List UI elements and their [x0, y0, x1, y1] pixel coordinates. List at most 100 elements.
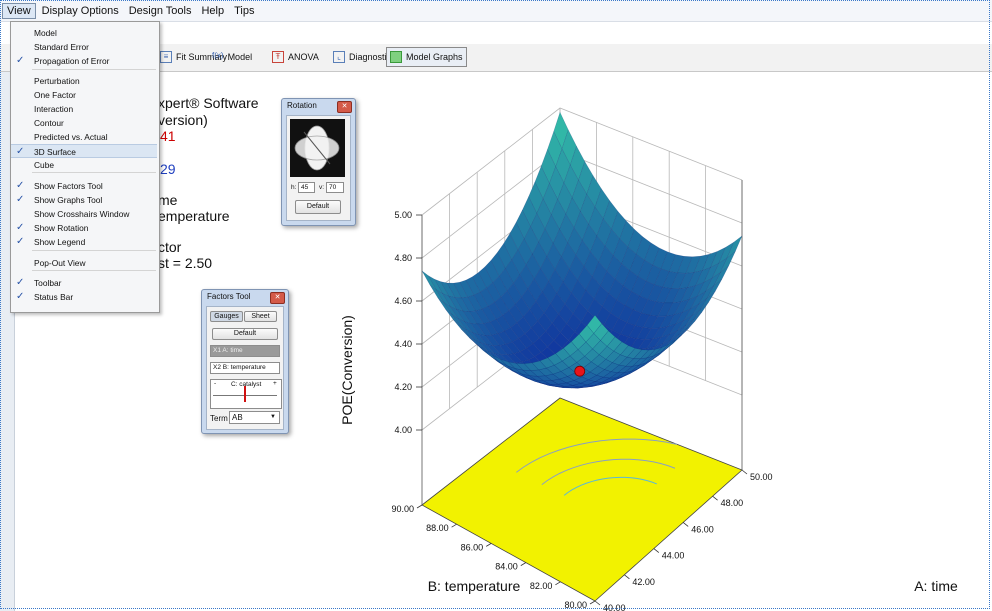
factors-tool-close-icon[interactable]: ✕	[270, 292, 285, 304]
z-tick-label: 4.40	[394, 339, 412, 349]
checkmark-icon: ✓	[16, 194, 25, 205]
y-tick-mark	[589, 600, 596, 605]
contour-line	[541, 458, 676, 486]
factor-x2-row[interactable]: X2 B: temperature	[210, 362, 280, 374]
menu-design-tools[interactable]: Design Tools	[128, 4, 192, 17]
menu-display-options[interactable]: Display Options	[41, 4, 119, 17]
menu-item-label: One Factor	[34, 90, 76, 100]
y-tick-mark	[485, 543, 492, 547]
anova-button[interactable]: Ŧ ANOVA	[268, 47, 323, 67]
slider-handle[interactable]	[244, 386, 246, 402]
rotation-title: Rotation	[287, 101, 317, 110]
x-tick-label: 40.00	[603, 603, 626, 611]
model-button[interactable]: f(x) Model	[208, 47, 256, 67]
menu-item-status-bar[interactable]: ✓ Status Bar	[11, 290, 157, 304]
menu-item-label: Show Graphs Tool	[34, 195, 103, 205]
checkmark-icon: ✓	[16, 236, 25, 247]
x-tick-mark	[594, 600, 601, 606]
menu-item-predicted-vs-actual[interactable]: Predicted vs. Actual	[11, 130, 157, 144]
menu-help[interactable]: Help	[201, 4, 225, 17]
menu-item-label: Standard Error	[34, 42, 89, 52]
catalyst-slider[interactable]: - C: catalyst +	[210, 379, 282, 409]
menu-item-show-crosshairs-window[interactable]: Show Crosshairs Window	[11, 207, 157, 221]
legend-x2: emperature	[158, 208, 230, 224]
checkmark-icon: ✓	[16, 291, 25, 302]
menu-item-pop-out-view[interactable]: Pop-Out View	[11, 256, 157, 270]
menu-item-standard-error[interactable]: Standard Error	[11, 40, 157, 54]
rotation-v-label: v:	[319, 184, 325, 191]
rotation-close-icon[interactable]: ✕	[337, 101, 352, 113]
menu-item-show-factors-tool[interactable]: ✓ Show Factors Tool	[11, 179, 157, 193]
menu-item-one-factor[interactable]: One Factor	[11, 88, 157, 102]
view-toolbar: ≡ Fit Summary f(x) Model Ŧ ANOVA ⌞ Diagnosti…	[0, 44, 992, 72]
menu-item-label: Predicted vs. Actual	[34, 132, 108, 142]
menu-item-label: Show Rotation	[34, 223, 89, 233]
rotation-default-button[interactable]: Default	[295, 200, 341, 214]
factors-tool-window: Factors Tool ✕ Gauges Sheet Default X1 A…	[201, 289, 289, 434]
legend-software: xpert® Software	[158, 95, 259, 111]
menu-item-label: Show Crosshairs Window	[34, 209, 130, 219]
z-tick-label: 5.00	[394, 210, 412, 220]
y-axis-title: B: temperature	[428, 578, 521, 594]
menu-item-propagation-of-error[interactable]: ✓ Propagation of Error	[11, 54, 157, 68]
term-select-value: AB	[232, 413, 243, 422]
rotation-h-input[interactable]: 45	[298, 182, 315, 193]
x-tick-mark	[682, 522, 689, 527]
menu-item-toolbar[interactable]: ✓ Toolbar	[11, 276, 157, 290]
menu-item-3d-surface[interactable]: ✓ 3D Surface	[11, 144, 157, 158]
model-graphs-label: Model Graphs	[406, 52, 463, 62]
sheet-tab[interactable]: Sheet	[244, 311, 277, 322]
x-tick-label: 44.00	[662, 551, 685, 561]
gauges-tab[interactable]: Gauges	[210, 311, 243, 322]
x-tick-mark	[712, 495, 718, 501]
rotation-v-input[interactable]: 70	[326, 182, 344, 193]
rotation-cube-widget[interactable]	[290, 119, 345, 177]
menu-item-model[interactable]: Model	[11, 26, 157, 40]
checkmark-icon: ✓	[16, 222, 25, 233]
factors-default-button[interactable]: Default	[212, 328, 278, 340]
rotation-window: Rotation ✕ h: 45 v: 70 Default	[281, 98, 356, 226]
y-tick-mark	[451, 523, 457, 528]
diagnostics-button[interactable]: ⌞ Diagnostics	[329, 47, 400, 67]
menu-item-show-rotation[interactable]: ✓ Show Rotation	[11, 221, 157, 235]
fit-summary-button[interactable]: ≡ Fit Summary	[156, 47, 231, 67]
menu-item-cube[interactable]: Cube	[11, 158, 157, 172]
menu-tips[interactable]: Tips	[234, 4, 255, 17]
axis-ticks: 4.00 4.20 4.40 4.60 4.80 5.00 40.00 42.00 44.00 4…	[391, 210, 772, 611]
menu-item-label: Show Factors Tool	[34, 181, 103, 191]
term-select[interactable]: AB ▼	[229, 411, 280, 424]
model-graphs-button[interactable]: Model Graphs	[386, 47, 467, 67]
x-tick-label: 50.00	[750, 472, 773, 482]
z-axis-title: POE(Conversion)	[339, 315, 355, 425]
menu-item-show-graphs-tool[interactable]: ✓ Show Graphs Tool	[11, 193, 157, 207]
menu-bar: View Display Options Design Tools Help T…	[0, 0, 992, 22]
y-tick-label: 82.00	[530, 581, 553, 591]
menu-item-label: Propagation of Error	[34, 56, 110, 66]
factors-tool-body: Gauges Sheet Default X1 A: time X2 B: te…	[206, 306, 284, 430]
menu-item-label: Pop-Out View	[34, 258, 86, 268]
legend-response: version)	[158, 112, 208, 128]
z-tick-label: 4.60	[394, 296, 412, 306]
checkmark-icon: ✓	[16, 55, 25, 66]
legend-max-value: 41	[160, 128, 176, 144]
menu-item-contour[interactable]: Contour	[11, 116, 157, 130]
slider-minus: -	[214, 380, 217, 387]
term-label: Term	[210, 414, 228, 423]
menu-separator	[32, 250, 156, 251]
contour-floor	[421, 397, 743, 602]
menu-item-label: Toolbar	[34, 278, 62, 288]
menu-item-interaction[interactable]: Interaction	[11, 102, 157, 116]
legend-actual-factor: ctor	[158, 239, 182, 255]
fx-icon: f(x)	[212, 51, 224, 60]
menu-item-perturbation[interactable]: Perturbation	[11, 74, 157, 88]
slider-plus: +	[273, 380, 277, 387]
legend-min-value: 29	[160, 161, 176, 177]
menu-item-label: 3D Surface	[34, 147, 76, 157]
wall-grid-line	[421, 107, 743, 216]
menu-item-show-legend[interactable]: ✓ Show Legend	[11, 235, 157, 249]
view-menu-dropdown: Model Standard Error ✓ Propagation of Error…	[10, 21, 160, 313]
y-tick-label: 86.00	[461, 542, 484, 552]
factor-x1-row[interactable]: X1 A: time	[210, 345, 280, 357]
menu-view[interactable]: View	[2, 2, 36, 19]
